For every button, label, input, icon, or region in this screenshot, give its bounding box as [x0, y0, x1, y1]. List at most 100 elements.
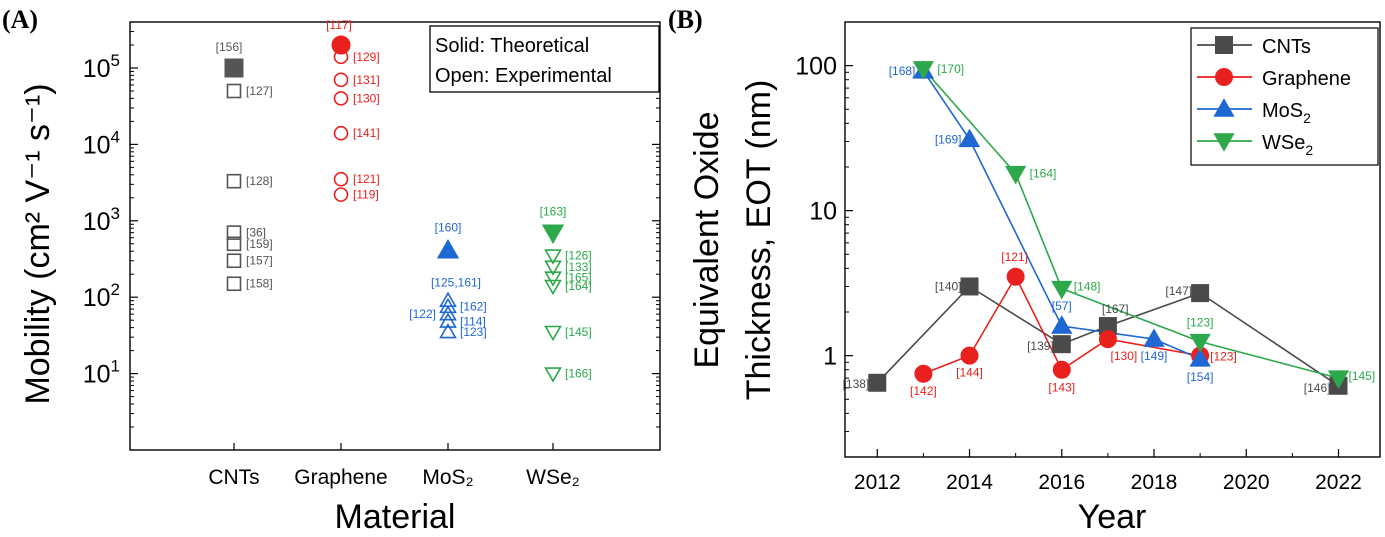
point-ref-label-a: [163] — [540, 205, 567, 219]
point-ref-label-b: [139] — [1027, 339, 1054, 353]
point-ref-label-b: [149] — [1141, 349, 1168, 363]
data-point-a — [333, 187, 349, 202]
point-ref-label-b: [123] — [1210, 350, 1237, 364]
point-ref-label-a: [128] — [246, 174, 273, 188]
point-ref-label-a: [165] — [565, 271, 592, 285]
panel-b-label: (B) — [668, 5, 703, 34]
point-ref-label-a: [157] — [246, 254, 273, 268]
point-ref-label-b: [148] — [1074, 280, 1101, 294]
x-category-label-a: Graphene — [294, 466, 387, 489]
data-point-b — [1189, 333, 1211, 353]
point-ref-label-b: [146] — [1304, 381, 1331, 395]
y-tick-label-a: 105 — [83, 51, 120, 83]
y-tick-label-a: 103 — [83, 204, 120, 236]
series-line-b — [876, 285, 1339, 387]
data-point-a — [436, 239, 460, 259]
x-axis-title-b: Year — [1078, 498, 1147, 536]
point-ref-label-a: [125,161] — [431, 276, 481, 290]
x-tick-label-b: 2016 — [1038, 471, 1085, 494]
legend-marker-b — [1213, 133, 1235, 152]
legend-marker-b — [1215, 36, 1233, 54]
data-point-b — [868, 373, 887, 392]
point-ref-label-b: [142] — [910, 384, 937, 398]
note-line-a: Solid: Theoretical — [435, 35, 589, 57]
x-tick-label-b: 2014 — [946, 471, 993, 494]
data-point-a — [544, 271, 562, 287]
y-tick-label-b: 1 — [823, 343, 837, 371]
data-point-a — [226, 236, 242, 252]
point-ref-label-a: [159] — [246, 237, 273, 251]
y-axis-title-b: Thickness, EOT (nm) — [740, 80, 778, 401]
data-point-b — [1051, 315, 1073, 334]
point-ref-label-b: [121] — [1001, 250, 1028, 264]
data-point-a — [544, 260, 562, 276]
data-point-a — [333, 171, 349, 187]
legend-marker-b — [1215, 68, 1233, 86]
data-point-a — [544, 325, 562, 342]
y-tick-label-b: 100 — [795, 53, 837, 81]
point-ref-label-a: [127] — [246, 84, 273, 98]
x-category-label-a: WSe₂ — [526, 466, 580, 489]
point-ref-label-a: [160] — [435, 220, 462, 234]
data-point-b — [1191, 284, 1210, 303]
point-ref-label-a: [123] — [460, 325, 487, 339]
data-point-b — [1051, 280, 1073, 300]
data-point-b — [1052, 335, 1071, 354]
legend-label-b: CNTs — [1262, 36, 1311, 58]
data-point-a — [333, 72, 349, 88]
point-ref-label-b: [145] — [1348, 369, 1375, 383]
y-axis-title-b: Equivalent Oxide — [688, 111, 726, 368]
point-ref-label-a: [164] — [565, 279, 592, 293]
point-ref-label-b: [144] — [956, 366, 983, 380]
data-point-a — [226, 253, 242, 269]
point-ref-label-a: [122] — [409, 307, 436, 321]
series-CNTs — [876, 285, 1339, 387]
panel-a-label: (A) — [2, 5, 38, 34]
point-ref-label-a: [156] — [216, 40, 243, 54]
data-point-b — [1143, 328, 1165, 347]
legend-label-b: WSe2 — [1262, 132, 1313, 158]
point-ref-label-a: [117] — [326, 18, 352, 32]
point-ref-label-b: [170] — [937, 62, 964, 76]
y-axis-title-a: Mobility (cm² V⁻¹ s⁻¹) — [19, 83, 57, 404]
point-ref-label-a: [166] — [565, 367, 592, 381]
data-point-a — [333, 91, 349, 106]
note-box-a — [429, 25, 660, 93]
point-ref-label-a: [131] — [353, 73, 380, 87]
x-category-label-a: MoS₂ — [422, 466, 473, 489]
data-point-b — [1189, 348, 1211, 367]
point-ref-label-b: [130] — [1111, 349, 1138, 363]
data-point-a — [333, 125, 349, 141]
point-ref-label-a: [141] — [353, 126, 380, 140]
legend-note-a: Solid: Theoretical Open: Experimental — [429, 25, 660, 93]
x-category-label-a: CNTs — [208, 466, 259, 489]
note-line-a: Open: Experimental — [435, 65, 612, 87]
x-tick-label-b: 2018 — [1131, 471, 1178, 494]
x-tick-label-b: 2012 — [854, 471, 901, 494]
point-ref-label-b: [138] — [843, 377, 870, 391]
data-point-a — [226, 276, 242, 292]
point-ref-label-a: [162] — [460, 300, 487, 314]
point-ref-label-a: [119] — [353, 188, 379, 202]
data-point-a — [226, 83, 242, 99]
point-ref-label-a: [133] — [565, 260, 592, 274]
point-ref-label-a: [145] — [565, 325, 592, 339]
point-ref-label-a: [114] — [460, 315, 486, 329]
data-point-a — [226, 225, 242, 240]
y-tick-label-a: 104 — [83, 127, 120, 159]
plot-frame-b — [844, 21, 1381, 458]
point-ref-label-b: [164] — [1030, 167, 1057, 181]
x-tick-label-b: 2020 — [1223, 471, 1270, 494]
legend-label-b: MoS2 — [1262, 100, 1311, 126]
point-ref-label-a: [126] — [565, 249, 592, 263]
data-point-b — [1005, 165, 1027, 185]
point-ref-label-b: [140] — [935, 279, 962, 293]
panel-b: (B) 1 10 100 2012 2014 2016 2018 2020 2022 Year Eq… — [668, 5, 1381, 536]
legend-marker-b — [1213, 98, 1235, 117]
x-tick-label-b: 2022 — [1315, 471, 1362, 494]
data-point-b — [960, 277, 979, 296]
point-ref-label-b: [169] — [935, 132, 962, 146]
data-point-a — [439, 322, 457, 339]
point-ref-label-b: [167] — [1102, 302, 1129, 316]
